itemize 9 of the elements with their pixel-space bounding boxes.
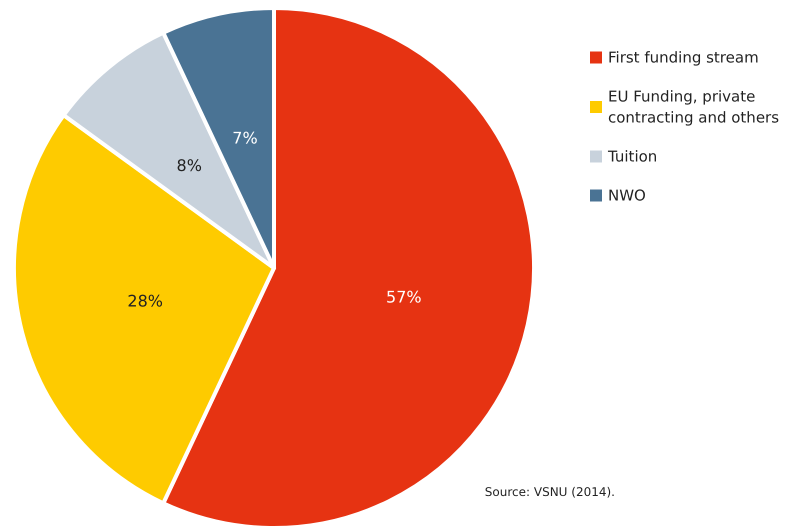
data-label: 28% <box>127 292 163 311</box>
legend-label: EU Funding, private contracting and others <box>608 88 780 126</box>
source-note: Source: VSNU (2014). <box>484 485 616 499</box>
legend-label: NWO <box>608 186 646 204</box>
data-label: 8% <box>176 156 202 176</box>
data-label: 57% <box>386 288 422 307</box>
data-label: 7% <box>232 128 258 148</box>
legend-label: Tuition <box>607 148 658 166</box>
legend-label: First funding stream <box>608 48 759 66</box>
